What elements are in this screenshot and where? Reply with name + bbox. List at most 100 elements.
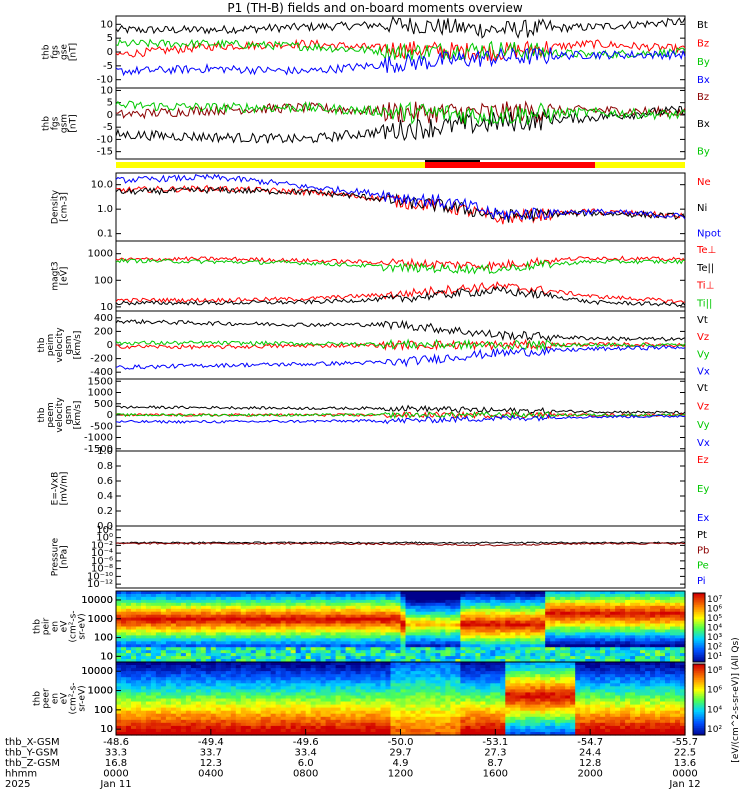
spectrogram-cell: [580, 591, 586, 595]
spectrogram-cell: [320, 594, 327, 598]
spectrogram-cell: [131, 632, 137, 636]
spectrogram-cell: [141, 629, 147, 634]
spectrogram-cell: [131, 599, 137, 604]
spectrogram-cell: [190, 665, 197, 669]
spectrogram-cell: [185, 650, 192, 654]
spectrogram-cell: [385, 650, 392, 654]
spectrogram-cell: [480, 644, 486, 648]
spectrogram-cell: [270, 677, 277, 681]
spectrogram-cell: [475, 698, 481, 703]
spectrogram-cell: [190, 638, 197, 642]
spectrogram-cell: [345, 638, 352, 642]
spectrogram-cell: [610, 647, 616, 651]
spectrogram-cell: [280, 605, 287, 610]
spectrogram-cell: [440, 713, 446, 718]
spectrogram-cell: [220, 674, 227, 678]
spectrogram-cell: [520, 683, 526, 687]
spectrogram-cell: [525, 704, 531, 709]
spectrogram-cell: [415, 692, 422, 696]
spectrogram-cell: [185, 671, 192, 675]
spectrogram-cell: [295, 608, 302, 613]
spectrogram-cell: [580, 653, 586, 657]
spectrogram-cell: [615, 638, 621, 642]
spectrogram-cell: [205, 644, 212, 648]
y-tick-label: 0: [107, 340, 113, 351]
spectrogram-cell: [126, 620, 132, 625]
spectrogram-cell: [460, 641, 466, 645]
spectrogram-cell: [131, 623, 137, 628]
spectrogram-cell: [460, 626, 466, 631]
spectrogram-cell: [520, 647, 526, 651]
spectrogram-cell: [325, 591, 332, 595]
spectrogram-cell: [141, 617, 147, 622]
spectrogram-cell: [460, 710, 466, 715]
spectrogram-cell: [465, 698, 471, 703]
spectrogram-cell: [230, 594, 237, 598]
spectrogram-cell: [240, 602, 247, 607]
spectrogram-cell: [475, 680, 481, 684]
spectrogram-cell: [170, 602, 177, 607]
spectrogram-cell: [395, 617, 402, 622]
spectrogram-cell: [220, 671, 227, 675]
spectrogram-cell: [270, 710, 277, 715]
spectrogram-cell: [190, 662, 197, 666]
spectrogram-cell: [405, 620, 412, 625]
spectrogram-cell: [665, 605, 671, 610]
spectrogram-cell: [385, 728, 392, 733]
spectrogram-cell: [350, 668, 357, 672]
spectrogram-cell: [195, 692, 202, 696]
spectrogram-cell: [490, 638, 496, 642]
spectrogram-cell: [425, 656, 432, 660]
spectrogram-cell: [340, 716, 347, 721]
spectrogram-cell: [245, 647, 252, 651]
spectrogram-cell: [275, 732, 282, 736]
spectrogram-cell: [260, 626, 267, 631]
spectrogram-cell: [205, 683, 212, 687]
spectrogram-cell: [470, 695, 476, 700]
spectrogram-cell: [470, 629, 476, 634]
spectrogram-cell: [640, 635, 646, 639]
spectrogram-cell: [465, 656, 471, 660]
spectrogram-cell: [215, 728, 222, 733]
spectrogram-cell: [435, 704, 441, 709]
spectrogram-cell: [320, 638, 327, 642]
spectrogram-cell: [280, 614, 287, 619]
spectrogram-cell: [141, 605, 147, 610]
spectrogram-cell: [470, 650, 476, 654]
spectrogram-cell: [475, 704, 481, 709]
spectrogram-cell: [295, 713, 302, 718]
spectrogram-cell: [605, 591, 611, 595]
spectrogram-cell: [116, 728, 122, 733]
spectrogram-cell: [121, 698, 127, 703]
spectrogram-cell: [280, 656, 287, 660]
spectrogram-cell: [490, 686, 496, 690]
spectrogram-cell: [315, 701, 322, 706]
spectrogram-cell: [435, 722, 441, 727]
spectrogram-cell: [320, 692, 327, 696]
spectrogram-cell: [195, 620, 202, 625]
spectrogram-cell: [136, 611, 142, 616]
spectrogram-cell: [375, 599, 382, 604]
spectrogram-cell: [540, 638, 546, 642]
spectrogram-cell: [500, 632, 506, 636]
legend-ne: Ne: [697, 177, 711, 188]
spectrogram-cell: [395, 632, 402, 636]
legend-vz: Vz: [697, 332, 709, 343]
spectrogram-cell: [455, 692, 461, 696]
spectrogram-cell: [300, 710, 307, 715]
spectrogram-cell: [360, 614, 367, 619]
spectrogram-cell: [495, 713, 501, 718]
spectrogram-cell: [350, 656, 357, 660]
spectrogram-cell: [240, 698, 247, 703]
spectrogram-cell: [455, 644, 461, 648]
spectrogram-cell: [485, 683, 491, 687]
spectrogram-cell: [410, 710, 417, 715]
spectrogram-cell: [530, 629, 536, 634]
spectrogram-cell: [245, 668, 252, 672]
spectrogram-cell: [630, 632, 636, 636]
spectrogram-cell: [570, 608, 576, 613]
spectrogram-cell: [116, 644, 122, 648]
spectrogram-cell: [180, 707, 187, 712]
spectrogram-cell: [340, 653, 347, 657]
spectrogram-cell: [665, 599, 671, 604]
